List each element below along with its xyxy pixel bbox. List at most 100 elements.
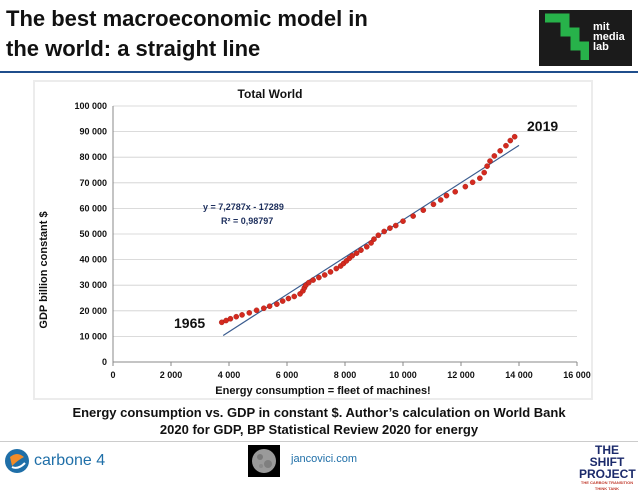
data-point <box>503 142 509 149</box>
data-point <box>484 163 490 169</box>
data-point <box>291 293 298 300</box>
chart-title: Total World <box>238 87 303 101</box>
data-point <box>491 153 498 159</box>
data-point <box>371 236 377 242</box>
data-points <box>218 133 518 326</box>
data-point <box>375 232 382 239</box>
data-point <box>353 250 360 256</box>
mit-logo-word: media <box>593 31 625 43</box>
y-tick-label: 70 000 <box>79 178 107 188</box>
data-point <box>400 218 406 224</box>
mit-media-lab-logo: mit media lab <box>539 10 632 66</box>
data-point <box>381 228 387 235</box>
data-point <box>310 277 316 283</box>
y-axis-label: GDP billion constant $ <box>38 211 50 328</box>
data-point <box>452 188 459 195</box>
data-point <box>316 274 322 281</box>
end-year-label: 2019 <box>527 118 559 134</box>
data-point <box>233 313 240 320</box>
shift-project-line2: PROJECT <box>579 467 636 481</box>
data-point <box>246 310 253 316</box>
data-point <box>368 240 374 246</box>
data-point <box>410 213 416 219</box>
data-point <box>477 175 483 181</box>
chart-container: Total World 0 10 000 20 000 30 000 40 000 50 … <box>33 80 593 400</box>
carbone4-globe-icon <box>5 449 29 473</box>
data-point <box>305 279 312 286</box>
data-point <box>279 298 286 304</box>
start-year-label: 1965 <box>174 315 206 331</box>
x-tick-label: 0 <box>110 370 115 380</box>
mit-logo-text: mit media lab <box>593 21 631 53</box>
data-point <box>321 272 328 278</box>
slide-title: The best macroeconomic model in the worl… <box>6 4 506 64</box>
data-point <box>487 158 493 164</box>
data-point <box>239 312 245 318</box>
trendline-equation: y = 7,2787x - 17289 <box>203 202 284 212</box>
caption-line1: Energy consumption vs. GDP in constant $… <box>72 405 566 420</box>
x-tick-label: 6 000 <box>276 370 299 380</box>
x-axis-label: Energy consumption = fleet of machines! <box>215 385 430 397</box>
y-tick-label: 50 000 <box>79 229 107 239</box>
caption-line2: 2020 for GDP, BP Statistical Review 2020… <box>159 422 479 437</box>
x-tick-label: 4 000 <box>218 370 241 380</box>
slide-title-line1: The best macroeconomic model in <box>6 6 368 31</box>
slide-title-line2: the world: a straight line <box>6 36 261 61</box>
data-point <box>392 222 399 229</box>
title-divider <box>0 71 638 73</box>
data-point <box>443 192 450 199</box>
carbone4-logo: carbone 4 <box>4 446 114 476</box>
y-tick-label: 0 <box>102 357 107 367</box>
scatter-chart: Total World 0 10 000 20 000 30 000 40 000 50 … <box>33 80 593 400</box>
data-point <box>420 207 427 213</box>
y-tick-label: 40 000 <box>79 255 107 265</box>
y-axis-ticks: 0 10 000 20 000 30 000 40 000 50 000 60 000 70 … <box>74 101 107 367</box>
data-point <box>260 305 267 312</box>
data-point <box>511 133 518 140</box>
x-tick-label: 14 000 <box>505 370 533 380</box>
y-tick-label: 80 000 <box>79 152 107 162</box>
carbone4-text: carbone 4 <box>34 452 106 469</box>
mit-logo-word: lab <box>593 41 609 53</box>
website-link[interactable]: jancovici.com <box>291 453 358 465</box>
data-point <box>363 243 370 250</box>
data-point <box>430 201 437 208</box>
y-tick-label: 60 000 <box>79 203 107 213</box>
moon-icon <box>252 449 276 473</box>
data-point <box>253 307 260 314</box>
x-axis-ticks: 0 2 000 4 000 6 000 8 000 10 000 12 000 14 000 1… <box>110 362 591 380</box>
data-point <box>358 247 364 253</box>
data-point <box>507 137 514 144</box>
x-tick-label: 10 000 <box>389 370 417 380</box>
mit-logo-mark-icon <box>545 13 590 60</box>
data-point <box>462 183 469 190</box>
data-point <box>469 179 476 186</box>
y-tick-label: 90 000 <box>79 127 107 137</box>
shift-project-tagline: THE CARBON TRANSITION THINK TANK <box>580 480 634 491</box>
moon-photo <box>248 445 280 477</box>
mit-logo-word: mit <box>593 21 610 33</box>
chart-inner-background <box>35 82 591 398</box>
y-tick-label: 20 000 <box>79 306 107 316</box>
x-tick-label: 16 000 <box>563 370 591 380</box>
data-point <box>349 252 356 259</box>
data-point <box>327 269 334 275</box>
x-tick-label: 2 000 <box>160 370 183 380</box>
data-point <box>481 169 488 176</box>
y-tick-label: 30 000 <box>79 280 107 290</box>
data-point <box>497 148 503 154</box>
data-point <box>274 301 280 307</box>
data-point <box>266 303 273 309</box>
y-tick-label: 10 000 <box>79 331 107 341</box>
data-point <box>437 197 444 203</box>
x-tick-label: 8 000 <box>334 370 357 380</box>
shift-project-line1: THE SHIFT <box>589 443 625 469</box>
y-tick-label: 100 000 <box>74 101 107 111</box>
figure-caption: Energy consumption vs. GDP in constant $… <box>0 404 638 438</box>
trendline-r-squared: R² = 0,98797 <box>221 216 273 226</box>
x-tick-label: 12 000 <box>447 370 475 380</box>
shift-project-logo: THE SHIFT PROJECT THE CARBON TRANSITION … <box>579 443 636 491</box>
data-point <box>285 295 292 302</box>
data-point <box>333 265 340 272</box>
data-point <box>227 315 234 322</box>
